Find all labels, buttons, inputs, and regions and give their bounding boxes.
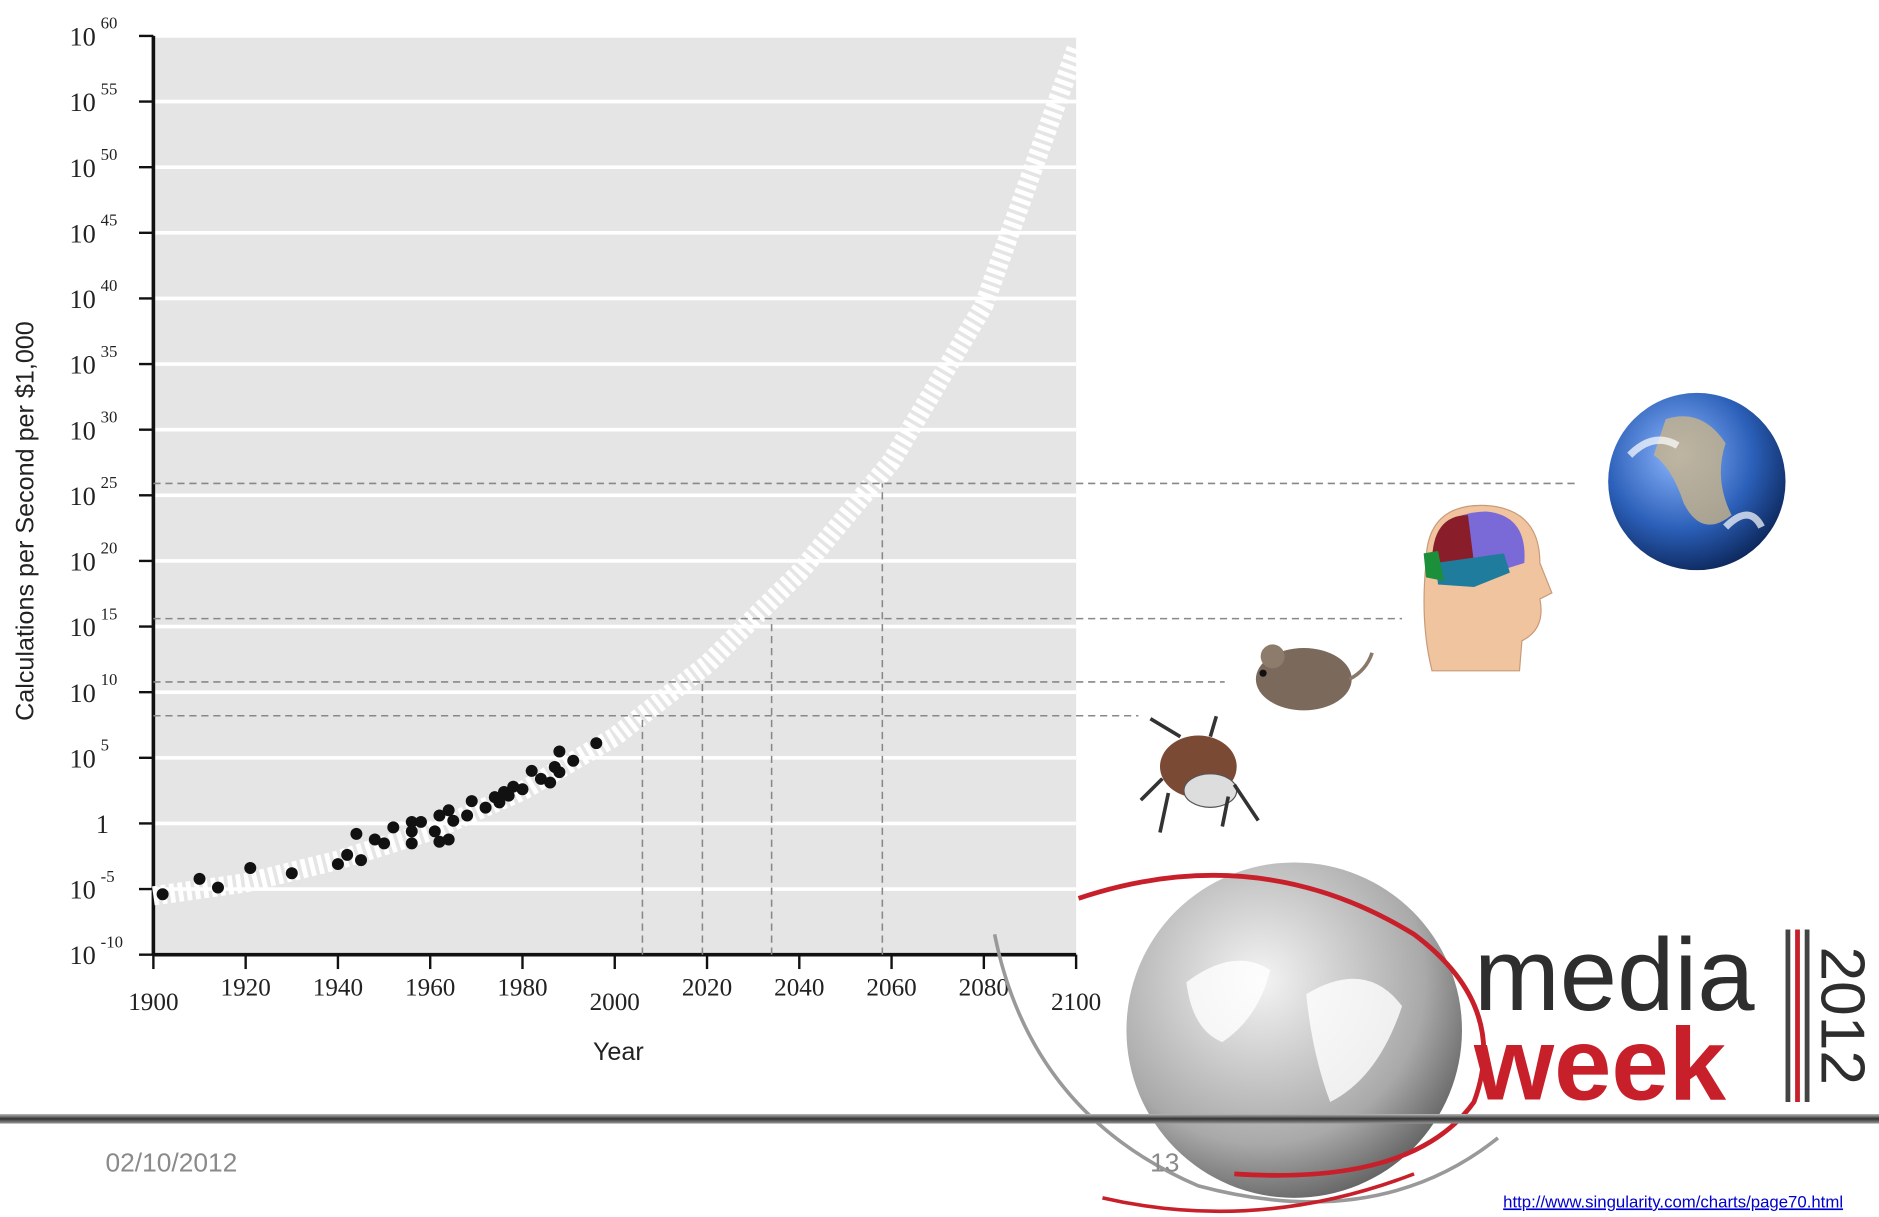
- data-point: [461, 809, 474, 822]
- data-point: [553, 766, 566, 779]
- x-tick-label: 1960: [405, 974, 455, 1001]
- data-point: [368, 833, 381, 846]
- y-tick-label: 10: [70, 416, 96, 445]
- y-tick-exponent: 40: [101, 276, 118, 295]
- y-tick-label: 10: [70, 23, 96, 52]
- y-tick-label: 10: [70, 482, 96, 511]
- data-point: [355, 854, 367, 867]
- data-point: [534, 772, 547, 785]
- data-point: [433, 809, 446, 822]
- logo-year: 2012: [1807, 946, 1876, 1085]
- y-tick-exponent: 20: [101, 539, 118, 558]
- x-tick-label: 2100: [1051, 989, 1101, 1016]
- data-point: [331, 858, 344, 871]
- y-tick-exponent: 60: [101, 14, 118, 33]
- y-tick-exponent: 25: [101, 473, 118, 492]
- data-point: [244, 862, 257, 875]
- data-point: [156, 888, 169, 901]
- data-point: [465, 795, 478, 808]
- beetle-image: [1139, 715, 1260, 833]
- brain-head-image: [1423, 504, 1553, 672]
- earth-image: [1608, 392, 1786, 571]
- data-point: [414, 815, 427, 828]
- x-tick-label: 1980: [497, 974, 547, 1001]
- data-point: [428, 825, 441, 838]
- logo-bar: [1804, 929, 1810, 1103]
- y-axis-label: Calculations per Second per $1,000: [12, 321, 40, 721]
- data-point: [516, 783, 529, 796]
- x-tick-label: 2000: [590, 989, 640, 1016]
- footer-bar: [0, 1113, 1879, 1124]
- page-number: 13: [1150, 1147, 1179, 1177]
- data-point: [493, 796, 506, 809]
- y-tick-exponent: 5: [101, 736, 109, 755]
- data-point: [285, 867, 298, 880]
- y-tick-exponent: 15: [101, 604, 118, 623]
- y-tick-exponent: 50: [101, 145, 118, 164]
- y-tick-exponent: 30: [101, 407, 118, 426]
- y-tick-label: 10: [70, 679, 96, 708]
- y-tick-label: 10: [70, 219, 96, 248]
- data-point: [502, 789, 515, 802]
- y-tick-exponent: 45: [101, 211, 118, 230]
- data-point: [378, 837, 391, 850]
- y-tick-label: 10: [70, 285, 96, 314]
- data-point: [479, 801, 492, 814]
- logo-globe: [992, 862, 1500, 1214]
- y-tick-exponent: 10: [101, 670, 118, 689]
- x-tick-label: 1920: [221, 974, 271, 1001]
- y-tick-label: 10: [70, 613, 96, 642]
- data-point: [193, 872, 206, 885]
- logo-word: media: [1474, 917, 1755, 1032]
- logo-word: week: [1473, 1007, 1727, 1122]
- data-point: [447, 814, 460, 827]
- x-tick-label: 2060: [866, 974, 916, 1001]
- y-tick-label: 10: [70, 88, 96, 117]
- source-link[interactable]: http://www.singularity.com/charts/page70…: [1503, 1192, 1843, 1211]
- x-tick-label: 1940: [313, 974, 363, 1001]
- footer-date: 02/10/2012: [105, 1147, 237, 1177]
- plot: 10 -10 10 -5 1 10 5 10 10 10 15 10 20 10 25 10 30 10 35 10 4…: [70, 14, 1102, 1016]
- y-tick-exponent: 55: [101, 79, 118, 98]
- data-point: [350, 827, 363, 840]
- data-point: [442, 833, 455, 846]
- y-tick-exponent: -10: [101, 932, 123, 951]
- y-tick-label: 10: [70, 548, 96, 577]
- x-tick-label: 1900: [128, 989, 178, 1016]
- y-tick-exponent: -5: [101, 867, 115, 886]
- data-point: [387, 821, 400, 834]
- logo-bar: [1795, 929, 1800, 1103]
- data-point: [405, 825, 418, 838]
- y-tick-label: 10: [70, 351, 96, 380]
- y-tick-exponent: 35: [101, 342, 118, 361]
- data-point: [553, 745, 566, 758]
- data-point: [405, 837, 418, 850]
- mouse-image: [1255, 644, 1374, 711]
- data-point: [433, 835, 446, 848]
- y-tick-label: 10: [70, 941, 96, 970]
- x-axis-label: Year: [593, 1038, 644, 1066]
- data-point: [544, 776, 557, 789]
- data-point: [405, 815, 418, 828]
- y-tick-label: 1: [96, 810, 109, 839]
- data-point: [525, 764, 538, 777]
- data-point: [341, 848, 354, 861]
- data-point: [590, 737, 603, 750]
- x-tick-label: 2040: [774, 974, 824, 1001]
- logo-bar: [1785, 929, 1791, 1103]
- y-tick-label: 10: [70, 876, 96, 905]
- y-tick-label: 10: [70, 744, 96, 773]
- data-point: [211, 881, 224, 894]
- y-tick-label: 10: [70, 154, 96, 183]
- x-tick-label: 2020: [682, 974, 732, 1001]
- data-point: [442, 804, 455, 817]
- data-point: [567, 754, 580, 767]
- x-tick-label: 2080: [959, 974, 1009, 1001]
- data-point: [507, 780, 520, 793]
